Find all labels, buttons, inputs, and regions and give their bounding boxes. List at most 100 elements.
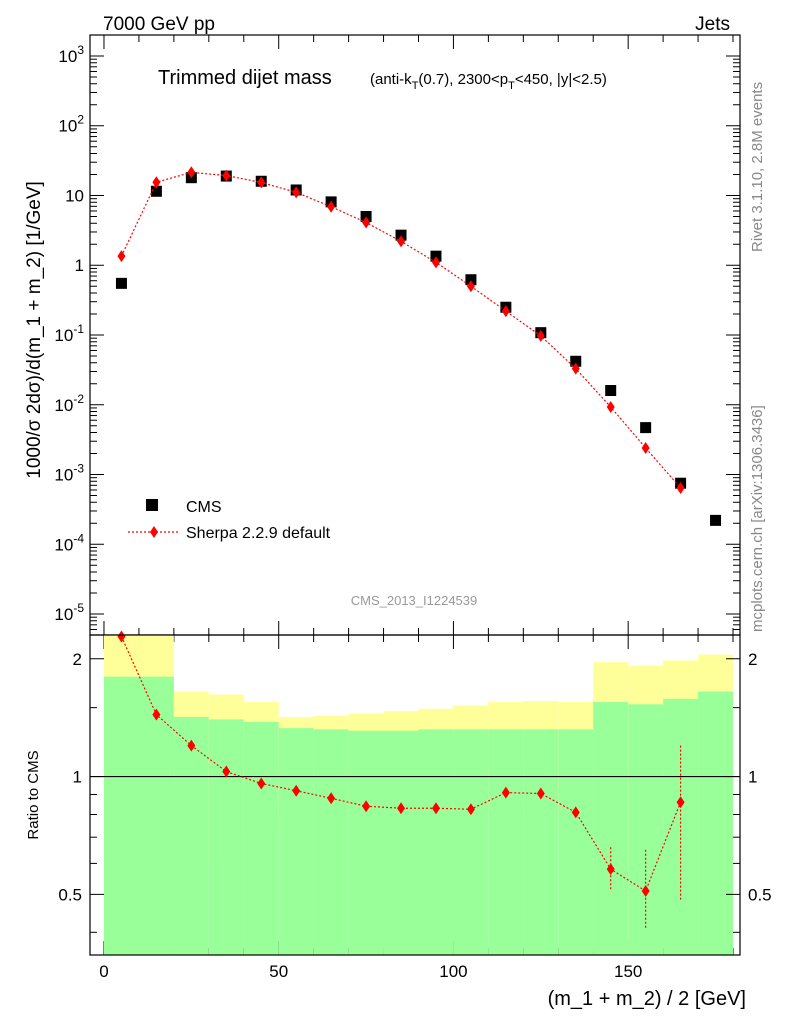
sherpa-point: [536, 329, 545, 342]
ratio-point: [606, 863, 615, 876]
ratio-point: [187, 739, 196, 752]
sherpa-point: [152, 176, 161, 189]
ratio-point: [501, 786, 510, 799]
x-tick-label: 0: [99, 962, 108, 981]
band-inner: [418, 729, 454, 955]
cms-point: [150, 185, 162, 197]
sherpa-point: [501, 305, 510, 318]
cms-point: [570, 355, 582, 367]
y-tick-label: 10-2: [54, 392, 84, 415]
sherpa-point: [292, 186, 301, 199]
ratio-point: [397, 802, 406, 815]
x-tick-label: 150: [614, 962, 642, 981]
ratio-point: [362, 800, 371, 813]
sherpa-point: [117, 250, 126, 263]
cms-point: [395, 229, 407, 241]
chart-subtitle: (anti-kT(0.7), 2300<pT<450, |y|<2.5): [370, 71, 607, 92]
band-inner: [698, 691, 734, 955]
band-inner: [313, 729, 349, 955]
y-tick-label: 10-3: [54, 462, 84, 485]
side-label-bottom: mcplots.cern.ch [arXiv:1306.3436]: [749, 405, 766, 632]
top-frame: [89, 34, 741, 636]
y-tick-label: 10: [65, 186, 84, 205]
band-inner: [628, 704, 664, 955]
x-tick-label: 100: [439, 962, 467, 981]
bottom-frame: [89, 634, 741, 956]
ratio-point: [257, 777, 266, 790]
sherpa-point: [222, 169, 231, 182]
y-axis-label-top: 1000/σ 2dσ)/d(m_1 + m_2) [1/GeV]: [24, 181, 45, 479]
band-inner: [173, 716, 209, 955]
legend-cms-marker: [146, 499, 158, 511]
sherpa-point: [606, 400, 615, 413]
y-tick-label: 1: [75, 256, 84, 275]
legend-cms-label: CMS: [186, 499, 222, 516]
x-axis-label: (m_1 + m_2) / 2 [GeV]: [548, 988, 746, 1010]
ratio-y-tick-label: 0.5: [58, 885, 82, 904]
sherpa-point: [187, 166, 196, 179]
sherpa-point: [571, 362, 580, 375]
band-inner: [103, 676, 174, 955]
band-inner: [523, 729, 559, 955]
ratio-y-tick-label: 2: [73, 650, 82, 669]
y-axis-label-bottom: Ratio to CMS: [25, 750, 42, 839]
band-inner: [208, 719, 244, 955]
ratio-y-tick-label: 0.5: [748, 885, 772, 904]
ratio-y-tick-label: 1: [73, 768, 82, 787]
sherpa-point: [397, 235, 406, 248]
ratio-point: [327, 792, 336, 805]
band-inner: [453, 729, 489, 955]
ratio-y-tick-label: 1: [748, 768, 757, 787]
y-tick-label: 10-1: [54, 322, 84, 345]
band-inner: [593, 702, 629, 955]
sherpa-point: [431, 256, 440, 269]
sherpa-line: [120, 171, 682, 489]
band-inner: [383, 730, 419, 955]
cms-point: [115, 277, 127, 289]
ratio-point: [117, 630, 126, 643]
cms-point: [710, 514, 722, 526]
sherpa-point: [327, 200, 336, 213]
ratio-point: [466, 803, 475, 816]
y-tick-label: 10-4: [54, 531, 84, 554]
ratio-point: [431, 802, 440, 815]
y-tick-label: 103: [58, 43, 84, 66]
sherpa-point: [257, 176, 266, 189]
x-tick-label: 50: [269, 962, 288, 981]
ratio-point: [676, 796, 685, 809]
y-tick-label: 102: [58, 113, 84, 136]
legend-sherpa-label: Sherpa 2.2.9 default: [186, 525, 331, 542]
sherpa-point: [466, 280, 475, 293]
sherpa-point: [641, 441, 650, 454]
cms-point: [430, 250, 442, 262]
band-inner: [488, 729, 524, 955]
sherpa-point: [362, 216, 371, 229]
legend-sherpa-marker: [150, 526, 158, 538]
ratio-y-tick-label: 2: [748, 650, 757, 669]
ratio-line: [120, 636, 682, 892]
cms-point: [465, 274, 477, 286]
ratio-point: [571, 806, 580, 819]
ratio-point: [152, 708, 161, 721]
band-inner: [278, 728, 314, 955]
ratio-point: [536, 787, 545, 800]
band-inner: [348, 730, 384, 955]
band-inner: [243, 721, 279, 955]
cms-point: [360, 210, 372, 222]
ratio-point: [292, 784, 301, 797]
side-label-top: Rivet 3.1.10, 2.8M events: [749, 82, 766, 252]
cms-point: [605, 385, 617, 397]
y-tick-label: 10-5: [54, 601, 84, 624]
band-inner: [558, 729, 594, 955]
chart-title: Trimmed dijet mass: [158, 67, 332, 89]
ratio-point: [641, 885, 650, 898]
ratio-point: [222, 765, 231, 778]
watermark: CMS_2013_I1224539: [351, 593, 478, 608]
cms-point: [640, 422, 652, 434]
ratio-plot: 0 50 100 150 0.5 0.5 1 1 2 2: [58, 630, 772, 981]
header-left: 7000 GeV pp: [103, 14, 215, 35]
header-right: Jets: [695, 14, 730, 35]
main-plot: 10-5 10-4 10-3 10-2 10-1 1 10 102 103 CMS Sherpa 2…: [54, 34, 741, 955]
sherpa-point: [676, 482, 685, 495]
